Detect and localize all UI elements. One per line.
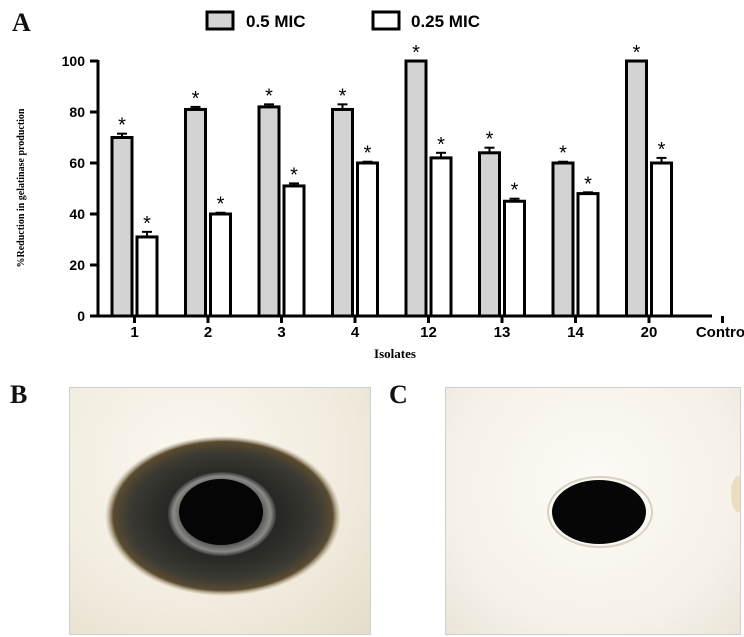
significance-star: * [364, 143, 372, 165]
bar-0-5-mic [257, 105, 281, 318]
x-tick-label: 1 [130, 324, 138, 341]
x-tick-label: 13 [494, 324, 511, 341]
y-tick-label: 80 [69, 104, 85, 120]
significance-star: * [143, 213, 151, 235]
legend: 0.5 MIC 0.25 MIC [205, 10, 480, 31]
x-tick-label: 14 [567, 324, 584, 341]
significance-star: * [290, 164, 298, 186]
bar-0-25-mic [576, 192, 600, 318]
x-tick-label: 12 [420, 324, 437, 341]
x-axis-label: Isolates [374, 346, 416, 361]
significance-star: * [437, 134, 445, 156]
bar-0-25-mic [429, 156, 453, 318]
plate-halo-well-image [105, 436, 341, 596]
x-axis-ticks: 1 2 3 4 12 13 14 20 Control [130, 316, 744, 341]
significance-star: * [658, 139, 666, 161]
x-tick-label: 3 [277, 324, 285, 341]
plate-well-image [547, 476, 740, 548]
legend-label-0-5-mic: 0.5 MIC [246, 12, 306, 31]
y-tick-label: 100 [62, 53, 86, 69]
bar-0-25-mic [282, 184, 306, 318]
bar-0-25-mic [209, 212, 232, 318]
y-tick-label: 0 [77, 308, 85, 324]
bar-0-25-mic [650, 161, 673, 318]
y-tick-label: 40 [69, 206, 85, 222]
legend-swatch-0-25-mic [371, 10, 401, 31]
bar-0-5-mic [625, 59, 648, 318]
y-tick-label: 20 [69, 257, 85, 273]
significance-star: * [486, 129, 494, 151]
bar-0-5-mic [404, 59, 428, 318]
significance-star: * [118, 115, 126, 137]
bar-0-5-mic [110, 136, 134, 318]
y-axis-label: %Reduction in gelatinase production [16, 108, 27, 267]
gelatinase-plate-photo-c [446, 388, 740, 634]
significance-star: * [511, 180, 519, 202]
bar-0-5-mic [184, 107, 207, 318]
x-tick-label: 20 [641, 324, 658, 341]
bar-0-5-mic [478, 151, 501, 318]
significance-star: * [339, 85, 347, 107]
significance-star: * [559, 143, 567, 165]
bar-0-5-mic [331, 107, 354, 318]
bar-0-25-mic [356, 161, 379, 318]
significance-star: * [217, 194, 225, 216]
gelatinase-plate-photo-b [70, 388, 370, 634]
legend-swatch-0-5-mic [205, 10, 235, 31]
significance-star: * [584, 173, 592, 195]
x-tick-label: 2 [204, 324, 212, 341]
panel-label-a: A [12, 8, 31, 37]
bar-0-25-mic [503, 199, 526, 318]
y-tick-label: 60 [69, 155, 85, 171]
panel-label-c: C [389, 380, 408, 409]
bars: * * * * * * * * * * * * * * * * [110, 42, 673, 318]
bar-0-25-mic [135, 235, 159, 318]
significance-star: * [192, 88, 200, 110]
x-tick-label: 4 [351, 324, 360, 341]
bar-0-5-mic [551, 161, 575, 318]
legend-label-0-25-mic: 0.25 MIC [411, 12, 480, 31]
x-tick-label: Control [696, 324, 744, 341]
significance-star: * [412, 42, 420, 64]
significance-star: * [265, 85, 273, 107]
panel-label-b: B [10, 380, 28, 409]
significance-star: * [633, 42, 641, 64]
y-axis-ticks: 0 20 40 60 80 100 [62, 53, 98, 324]
